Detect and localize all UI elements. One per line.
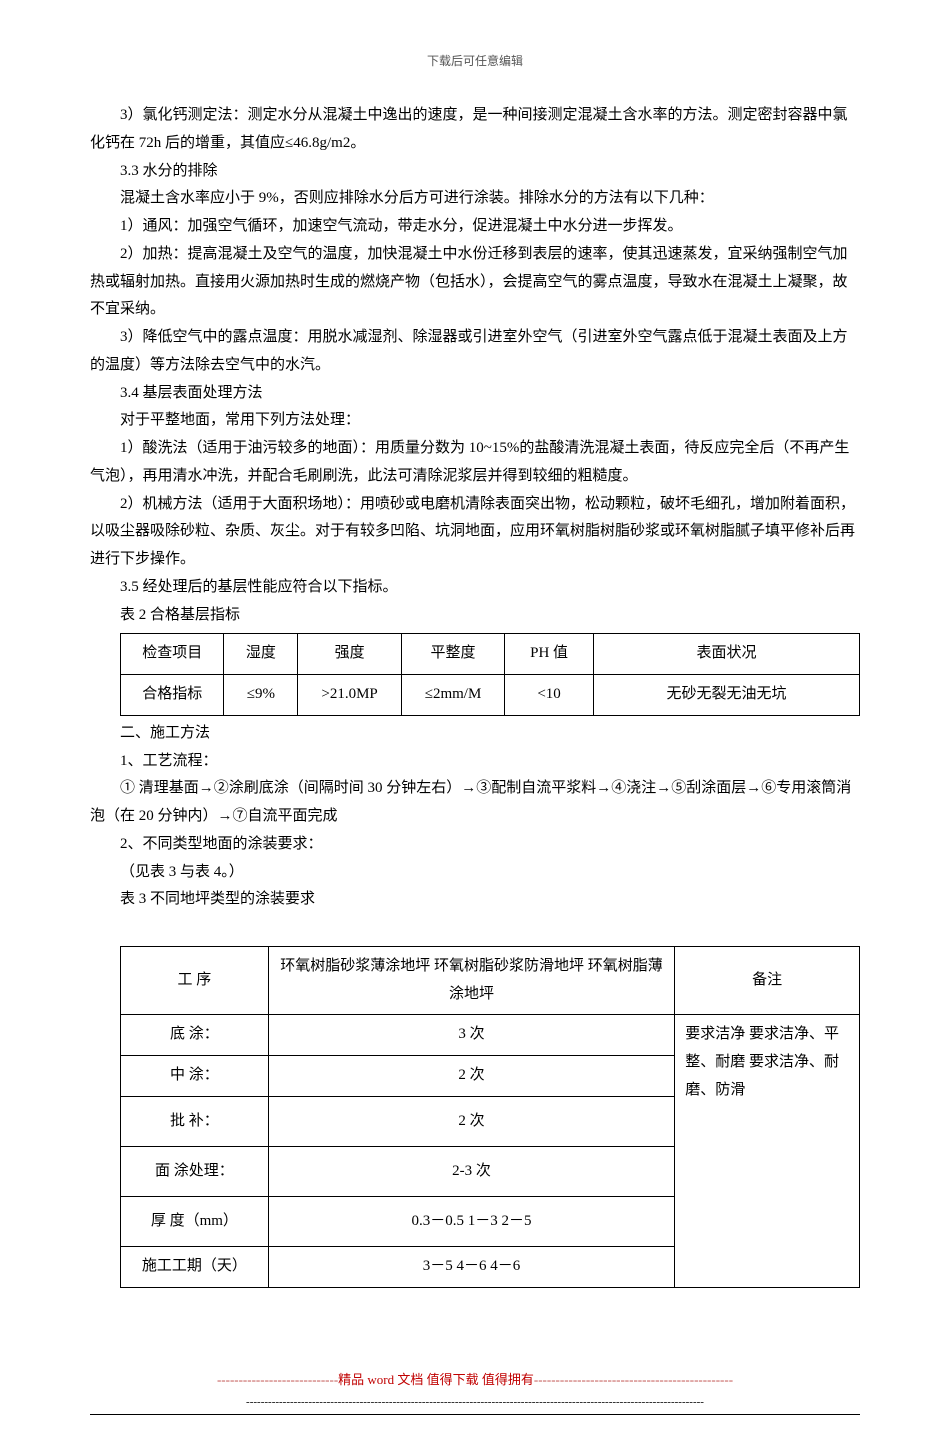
para-3-3-1: 1）通风：加强空气循环，加速空气流动，带走水分，促进混凝土中水分进一步挥发。: [90, 213, 860, 241]
td-humidity: ≤9%: [224, 675, 298, 716]
td-step: 厚 度（mm）: [121, 1196, 269, 1246]
td-strength: >21.0MP: [298, 675, 401, 716]
th-humidity: 湿度: [224, 634, 298, 675]
td-flatness: ≤2mm/M: [401, 675, 504, 716]
footer-line1: ----------------------------精品 word 文档 值…: [90, 1368, 860, 1392]
th-ph: PH 值: [505, 634, 594, 675]
footer-dash-right: ----------------------------------------…: [534, 1372, 733, 1387]
td-val: 0.3－0.5 1－3 2－5: [268, 1196, 674, 1246]
td-val: 3－5 4－6 4－6: [268, 1246, 674, 1287]
heading-2-2: 2、不同类型地面的涂装要求：: [90, 831, 860, 859]
para-process: ① 清理基面→②涂刷底涂（间隔时间 30 分钟左右）→③配制自流平浆料→④浇注→…: [90, 775, 860, 831]
td-step: 批 补：: [121, 1096, 269, 1146]
header-note: 下载后可任意编辑: [90, 50, 860, 72]
heading-2: 二、施工方法: [90, 720, 860, 748]
table3-caption: 表 3 不同地坪类型的涂装要求: [90, 886, 860, 914]
footer: ----------------------------精品 word 文档 值…: [90, 1368, 860, 1415]
heading-3-4: 3.4 基层表面处理方法: [90, 380, 860, 408]
table-row: 工 序 环氧树脂砂浆薄涂地坪 环氧树脂砂浆防滑地坪 环氧树脂薄涂地坪 备注: [121, 946, 860, 1015]
th-item: 检查项目: [121, 634, 224, 675]
heading-3-3: 3.3 水分的排除: [90, 158, 860, 186]
para-3-3-3: 3）降低空气中的露点温度：用脱水减湿剂、除湿器或引进室外空气（引进室外空气露点低…: [90, 324, 860, 380]
table-row: 合格指标 ≤9% >21.0MP ≤2mm/M <10 无砂无裂无油无坑: [121, 675, 860, 716]
footer-dash-left: ----------------------------: [217, 1372, 338, 1387]
td-step: 中 涂：: [121, 1056, 269, 1097]
td-val: 2 次: [268, 1056, 674, 1097]
table-coating-requirements: 工 序 环氧树脂砂浆薄涂地坪 环氧树脂砂浆防滑地坪 环氧树脂薄涂地坪 备注 底 …: [120, 946, 860, 1288]
para-3-4a: 对于平整地面，常用下列方法处理：: [90, 407, 860, 435]
td-val: 2 次: [268, 1096, 674, 1146]
heading-3-5: 3.5 经处理后的基层性能应符合以下指标。: [90, 574, 860, 602]
para-3: 3）氯化钙测定法：测定水分从混凝土中逸出的速度，是一种间接测定混凝土含水率的方法…: [90, 102, 860, 158]
td-step: 施工工期（天）: [121, 1246, 269, 1287]
para-see-tables: （见表 3 与表 4。）: [90, 859, 860, 887]
th-flatness: 平整度: [401, 634, 504, 675]
table2-caption: 表 2 合格基层指标: [90, 602, 860, 630]
td-step: 面 涂处理：: [121, 1146, 269, 1196]
heading-2-1: 1、工艺流程：: [90, 748, 860, 776]
para-3-4-2: 2）机械方法（适用于大面积场地）：用喷砂或电磨机清除表面突出物，松动颗粒，破坏毛…: [90, 491, 860, 574]
td-ph: <10: [505, 675, 594, 716]
table-row: 检查项目 湿度 强度 平整度 PH 值 表面状况: [121, 634, 860, 675]
para-3-3a: 混凝土含水率应小于 9%，否则应排除水分后方可进行涂装。排除水分的方法有以下几种…: [90, 185, 860, 213]
th-strength: 强度: [298, 634, 401, 675]
para-3-3-2: 2）加热：提高混凝土及空气的温度，加快混凝土中水份迁移到表层的速率，使其迅速蒸发…: [90, 241, 860, 324]
table-qualified-base: 检查项目 湿度 强度 平整度 PH 值 表面状况 合格指标 ≤9% >21.0M…: [120, 633, 860, 716]
td-surface: 无砂无裂无油无坑: [593, 675, 859, 716]
footer-line2: ----------------------------------------…: [90, 1392, 860, 1412]
th-surface: 表面状况: [593, 634, 859, 675]
td-note: 要求洁净 要求洁净、平整、耐磨 要求洁净、耐磨、防滑: [675, 1015, 860, 1287]
td-step: 底 涂：: [121, 1015, 269, 1056]
th-note: 备注: [675, 946, 860, 1015]
footer-text: 精品 word 文档 值得下载 值得拥有: [338, 1372, 534, 1387]
td-val: 2-3 次: [268, 1146, 674, 1196]
footer-rule: [90, 1414, 860, 1415]
th-process: 工 序: [121, 946, 269, 1015]
td-val: 3 次: [268, 1015, 674, 1056]
td-label: 合格指标: [121, 675, 224, 716]
table-row: 底 涂： 3 次 要求洁净 要求洁净、平整、耐磨 要求洁净、耐磨、防滑: [121, 1015, 860, 1056]
para-3-4-1: 1）酸洗法（适用于油污较多的地面）：用质量分数为 10~15%的盐酸清洗混凝土表…: [90, 435, 860, 491]
th-types: 环氧树脂砂浆薄涂地坪 环氧树脂砂浆防滑地坪 环氧树脂薄涂地坪: [268, 946, 674, 1015]
